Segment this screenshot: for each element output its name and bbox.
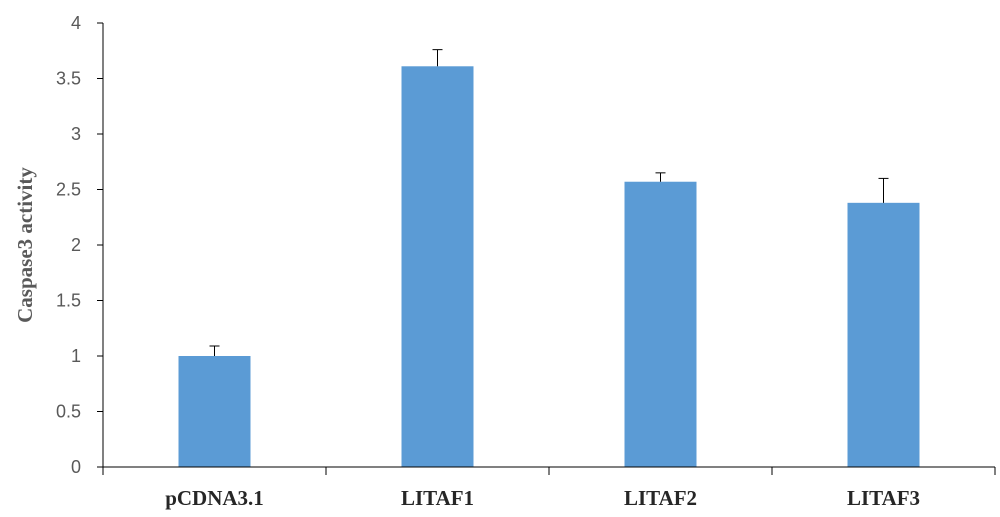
bar (401, 66, 474, 467)
error-bars (209, 49, 889, 356)
y-tick-label: 0 (71, 457, 81, 477)
y-tick-label: 1 (71, 346, 81, 366)
y-axis-title: Caspase3 activity (13, 167, 37, 323)
y-tick-label: 2 (71, 235, 81, 255)
x-axis-category-labels: pCDNA3.1 LITAF1 LITAF2 LITAF3 (165, 486, 920, 510)
x-category-label: LITAF3 (847, 486, 920, 510)
y-tick-label: 4 (71, 13, 81, 33)
x-category-label: LITAF2 (624, 486, 697, 510)
x-axis-ticks (102, 467, 996, 475)
bar (624, 181, 697, 468)
x-category-label: pCDNA3.1 (165, 486, 264, 510)
bar (178, 356, 251, 467)
x-category-label: LITAF1 (401, 486, 474, 510)
bar (847, 202, 920, 467)
bars (178, 66, 920, 468)
y-tick-label: 1.5 (56, 291, 81, 311)
y-tick-label: 3 (71, 124, 81, 144)
y-tick-label: 3.5 (56, 69, 81, 89)
y-tick-label: 2.5 (56, 180, 81, 200)
y-tick-label: 0.5 (56, 402, 81, 422)
y-axis-ticks: 0 0.5 1 1.5 2 2.5 3 3.5 4 (56, 13, 103, 477)
